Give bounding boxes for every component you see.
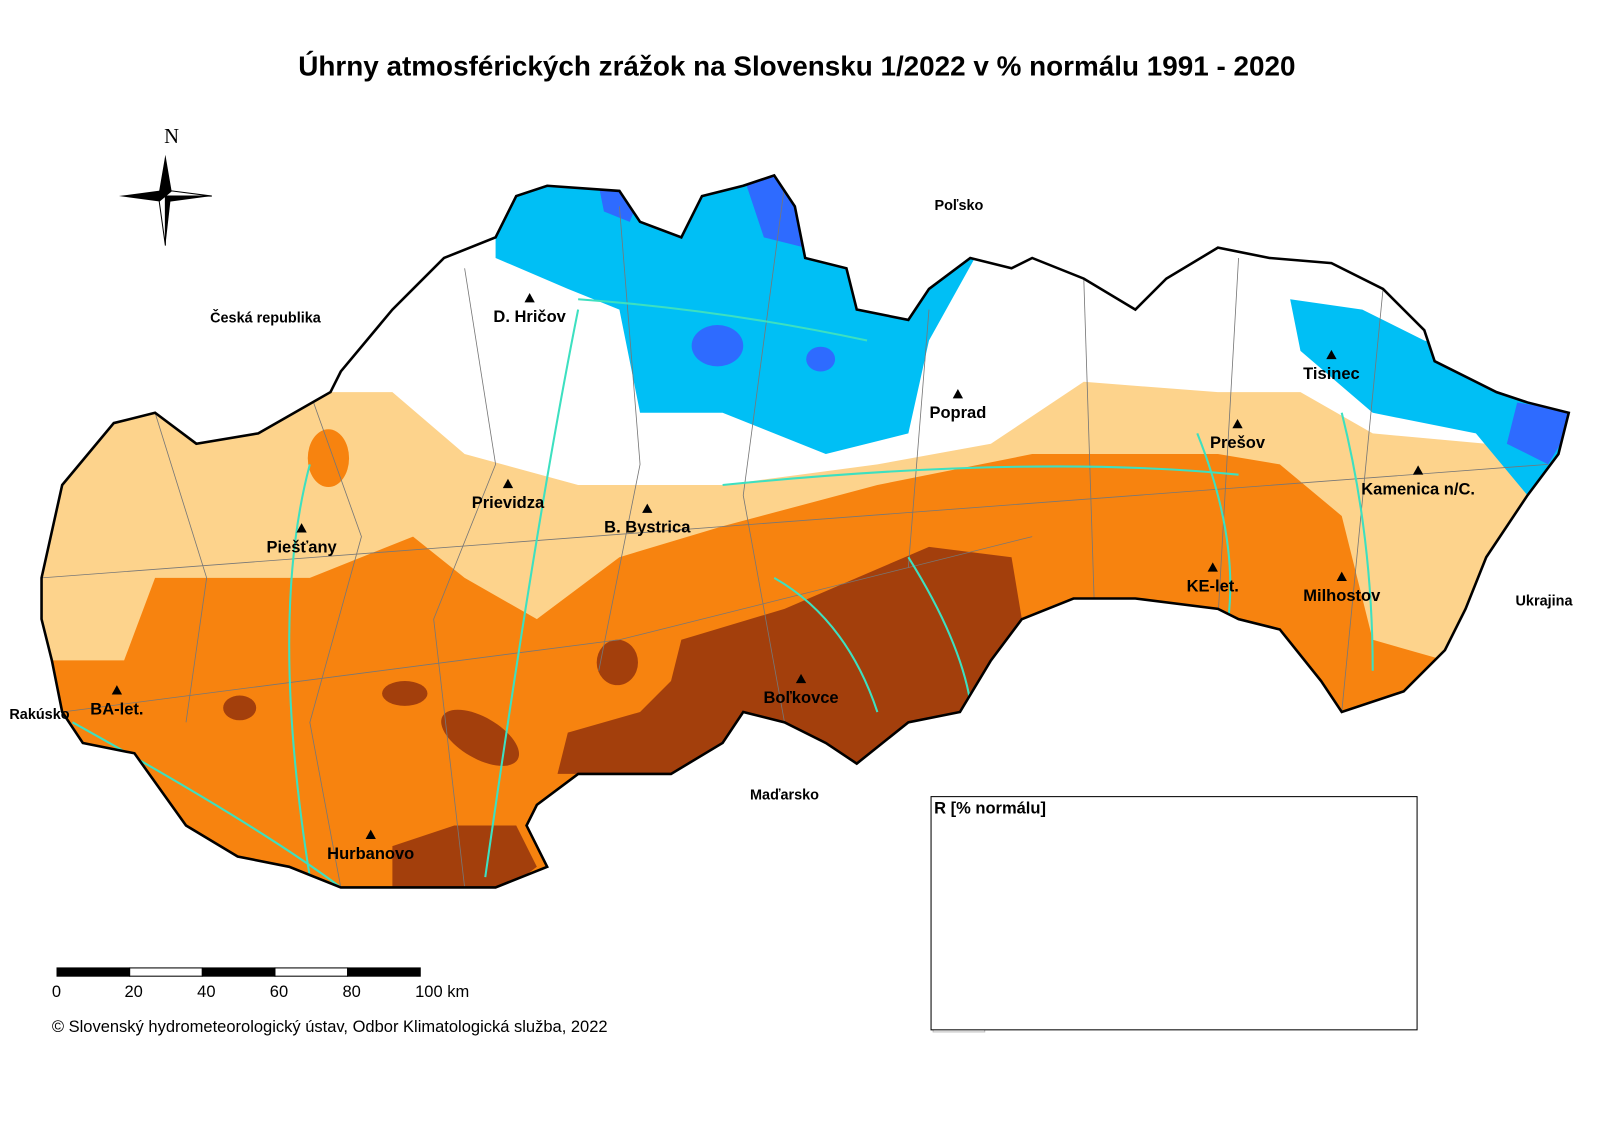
station-marker bbox=[952, 389, 964, 399]
scale-label: 60 bbox=[270, 983, 288, 1001]
scale-label: 0 bbox=[52, 983, 61, 1001]
station-marker bbox=[642, 503, 653, 513]
country-label: Česká republika bbox=[210, 309, 322, 327]
scale-segment bbox=[274, 967, 349, 977]
station-label: B. Bystrica bbox=[604, 519, 691, 537]
station-label: Hurbanovo bbox=[327, 845, 414, 863]
station-label: D. Hričov bbox=[493, 308, 566, 326]
station-marker bbox=[502, 478, 514, 489]
station-label: Prievidza bbox=[472, 494, 545, 512]
scale-segment bbox=[201, 967, 276, 977]
scale-label: 80 bbox=[342, 983, 360, 1001]
station-marker bbox=[795, 673, 807, 684]
station-marker bbox=[1336, 571, 1347, 581]
scale-label: 40 bbox=[197, 983, 215, 1001]
district-borders bbox=[41, 185, 1549, 888]
country-label: Rakúsko bbox=[9, 707, 69, 723]
station-marker bbox=[1326, 349, 1337, 360]
station-marker bbox=[1207, 562, 1218, 572]
legend-box bbox=[930, 796, 1418, 1031]
scale-label: 100 km bbox=[415, 983, 469, 1001]
country-label: Ukrajina bbox=[1516, 593, 1574, 609]
scale-segment bbox=[56, 967, 131, 977]
station-label: Kamenica n/C. bbox=[1361, 481, 1475, 499]
station-label: Prešov bbox=[1210, 434, 1266, 452]
copyright: © Slovenský hydrometeorologický ústav, O… bbox=[52, 1018, 608, 1036]
rivers bbox=[72, 298, 1374, 888]
station-marker bbox=[365, 829, 376, 839]
station-label: Tisinec bbox=[1303, 365, 1360, 383]
station-label: Piešťany bbox=[266, 538, 337, 556]
station-label: KE-let. bbox=[1187, 578, 1239, 596]
scale-segment bbox=[129, 967, 203, 977]
station-label: Poprad bbox=[929, 404, 986, 422]
station-marker bbox=[1232, 418, 1243, 429]
station-marker bbox=[111, 685, 123, 695]
station-marker bbox=[296, 523, 307, 533]
north-arrow bbox=[118, 154, 212, 246]
country-label: Maďarsko bbox=[750, 787, 819, 803]
station-marker bbox=[1412, 465, 1424, 475]
station-marker bbox=[524, 293, 535, 303]
station-label: Milhostov bbox=[1303, 587, 1381, 605]
north-label: N bbox=[164, 126, 179, 148]
map-title: Úhrny atmosférických zrážok na Slovensku… bbox=[298, 50, 1295, 81]
country-label: Poľsko bbox=[934, 198, 983, 214]
station-label: Boľkovce bbox=[763, 689, 838, 707]
station-label: BA-let. bbox=[90, 700, 143, 718]
scale-label: 20 bbox=[125, 983, 143, 1001]
legend-title: R [% normálu] bbox=[934, 799, 1046, 817]
scale-segment bbox=[347, 967, 421, 977]
